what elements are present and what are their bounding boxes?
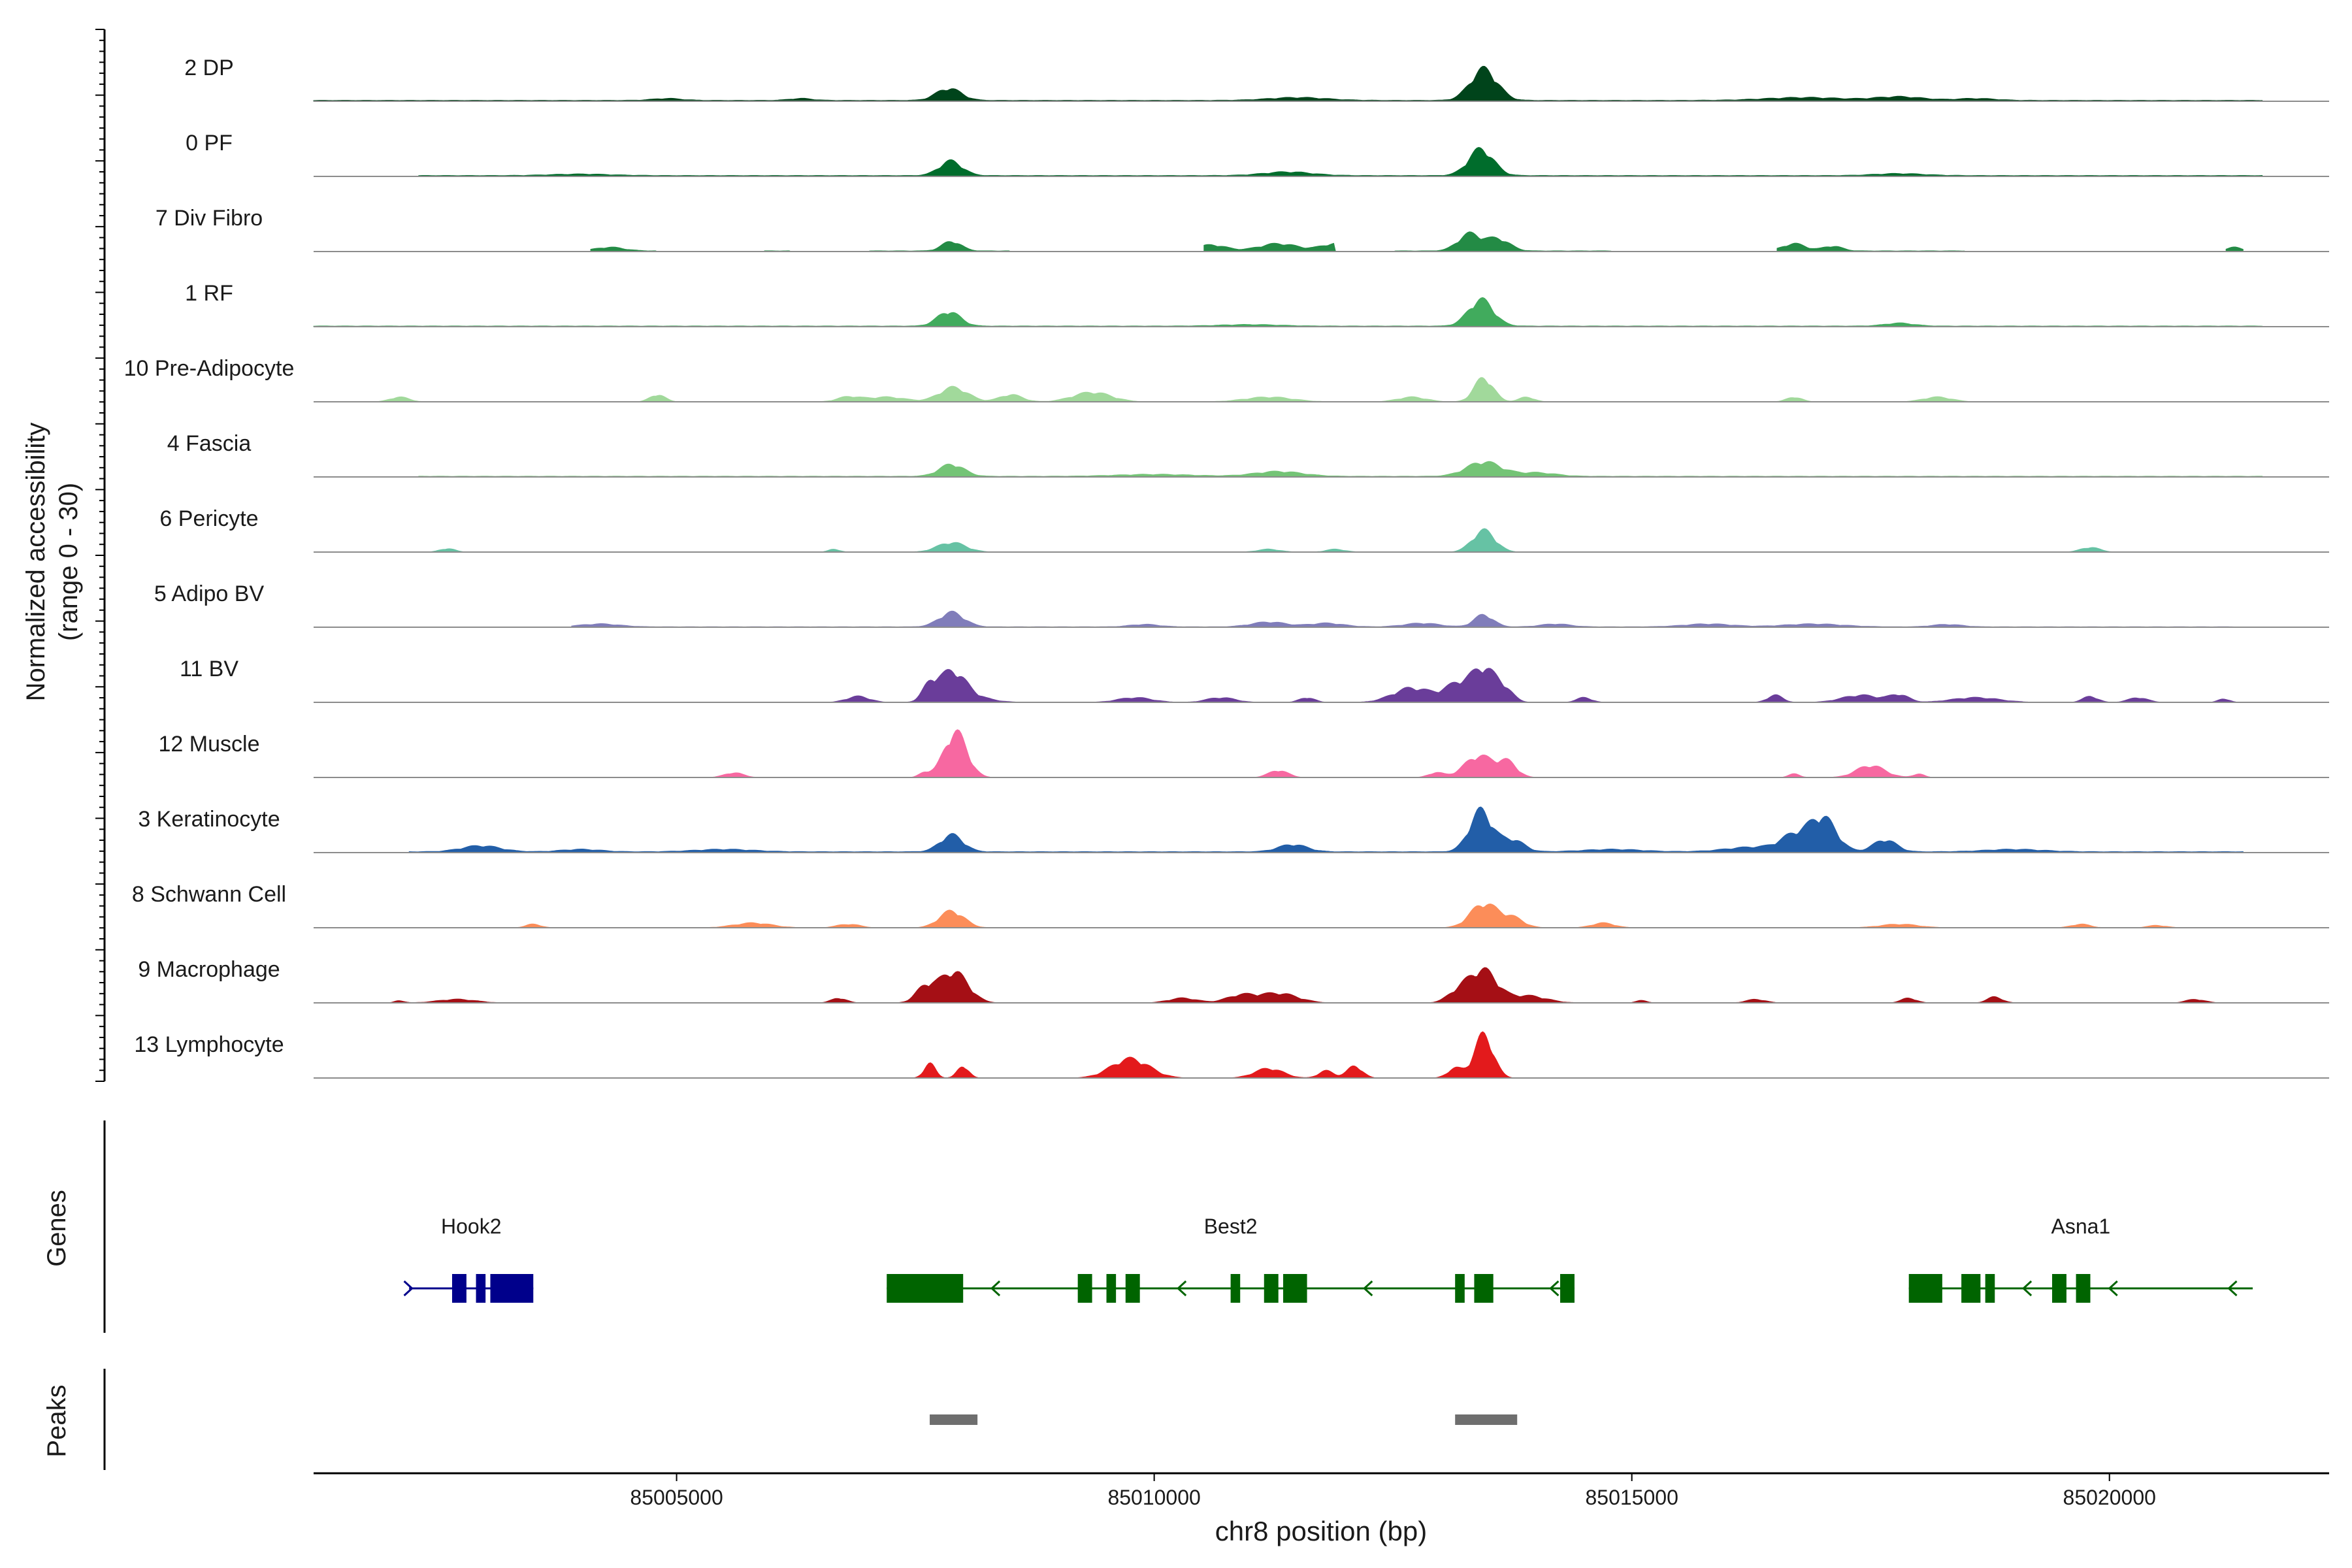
track-label: 5 Adipo BV xyxy=(154,581,265,606)
peak-region xyxy=(930,1414,978,1425)
track-label: 13 Lymphocyte xyxy=(134,1032,284,1057)
gene-exon xyxy=(887,1274,964,1303)
track-8-schwann-cell: 8 Schwann Cell xyxy=(132,882,2329,928)
track-label: 9 Macrophage xyxy=(138,957,280,982)
coverage-area xyxy=(313,297,2263,327)
gene-strand-arrow xyxy=(1549,1280,1560,1297)
x-axis-tick-label: 85015000 xyxy=(1585,1486,1678,1509)
peaks-panel-title: Peaks xyxy=(42,1384,71,1457)
coverage-area xyxy=(378,377,1972,402)
gene-exon xyxy=(476,1274,486,1303)
track-5-adipo-bv: 5 Adipo BV xyxy=(154,581,2329,628)
gene-exon xyxy=(1106,1274,1117,1303)
track-label: 8 Schwann Cell xyxy=(132,882,286,907)
track-label: 6 Pericyte xyxy=(159,506,258,531)
gene-exon xyxy=(1560,1274,1575,1303)
track-11-bv: 11 BV xyxy=(180,657,2329,703)
track-2-dp: 2 DP xyxy=(184,56,2329,102)
x-axis: 85005000 85010000 85015000 85020000 xyxy=(314,1472,2329,1509)
track-4-fascia: 4 Fascia xyxy=(167,431,2329,478)
gene-name: Hook2 xyxy=(441,1215,502,1238)
coverage-area xyxy=(831,668,2238,703)
track-6-pericyte: 6 Pericyte xyxy=(159,506,2329,553)
coverage-area xyxy=(313,65,2263,102)
track-label: 10 Pre-Adipocyte xyxy=(124,356,295,381)
gene-strand-arrow xyxy=(990,1280,1001,1297)
track-label: 12 Muscle xyxy=(159,732,260,757)
coverage-area xyxy=(571,610,2234,628)
gene-name: Asna1 xyxy=(2051,1215,2110,1238)
gene-exon xyxy=(490,1274,534,1303)
coverage-y-axis xyxy=(95,29,106,1082)
gene-exon xyxy=(1961,1274,1981,1303)
gene-strand-arrow xyxy=(2021,1280,2033,1297)
gene-strand-arrow xyxy=(403,1280,414,1297)
gene-strand-arrow xyxy=(2227,1280,2238,1297)
gene-asna1: Asna1 xyxy=(1908,1215,2253,1303)
gene-strand-arrow xyxy=(1363,1280,1373,1297)
gene-exon xyxy=(2051,1274,2066,1303)
y-axis-title-line1: Normalized accessibility xyxy=(22,423,50,702)
coverage-area xyxy=(913,1031,1516,1079)
coverage-area xyxy=(712,729,1932,778)
gene-exon xyxy=(1908,1274,1942,1303)
coverage-area xyxy=(517,903,2179,928)
x-axis-title: chr8 position (bp) xyxy=(1215,1516,1428,1546)
track-1-rf: 1 RF xyxy=(185,281,2329,327)
track-label: 4 Fascia xyxy=(167,431,252,456)
coverage-area xyxy=(590,231,2244,252)
peaks-panel xyxy=(103,1369,1518,1470)
gene-exon xyxy=(1283,1274,1307,1303)
genes-panel-title: Genes xyxy=(42,1190,71,1267)
gene-exon xyxy=(2076,1274,2091,1303)
gene-best2: Best2 xyxy=(887,1215,1575,1303)
coverage-area xyxy=(418,461,2263,478)
track-7-div-fibro: 7 Div Fibro xyxy=(155,206,2329,252)
coverage-area xyxy=(418,146,2263,177)
gene-exon xyxy=(1077,1274,1092,1303)
coverage-area xyxy=(430,528,2114,553)
gene-exon xyxy=(1985,1274,1995,1303)
track-label: 1 RF xyxy=(185,281,233,306)
track-9-macrophage: 9 Macrophage xyxy=(138,957,2329,1004)
track-label: 11 BV xyxy=(180,657,238,681)
track-0-pf: 0 PF xyxy=(186,131,2329,177)
coverage-tracks: 2 DP 0 PF 7 Div Fibro 1 RF 10 Pre-Adipocyte 4… xyxy=(124,56,2329,1079)
track-13-lymphocyte: 13 Lymphocyte xyxy=(134,1031,2329,1079)
track-12-muscle: 12 Muscle xyxy=(159,729,2329,778)
gene-name: Best2 xyxy=(1204,1215,1258,1238)
gene-exon xyxy=(1455,1274,1465,1303)
gene-annotation-panel: Hook2 Best2 Asna1 xyxy=(103,1120,2253,1333)
coverage-area xyxy=(408,806,2244,853)
track-label: 0 PF xyxy=(186,131,233,155)
x-axis-tick-label: 85010000 xyxy=(1107,1486,1200,1509)
y-axis-title-line2: (range 0 - 30) xyxy=(54,483,83,641)
track-label: 7 Div Fibro xyxy=(155,206,263,231)
gene-exon xyxy=(1125,1274,1140,1303)
gene-exon xyxy=(1264,1274,1279,1303)
gene-exon xyxy=(1230,1274,1241,1303)
gene-strand-arrow xyxy=(2108,1280,2118,1297)
track-label: 3 Keratinocyte xyxy=(138,807,280,832)
gene-exon xyxy=(1474,1274,1494,1303)
x-axis-tick-label: 85020000 xyxy=(2063,1486,2156,1509)
track-label: 2 DP xyxy=(184,56,234,80)
track-10-pre-adipocyte: 10 Pre-Adipocyte xyxy=(124,356,2329,402)
gene-exon xyxy=(452,1274,466,1303)
gene-strand-arrow xyxy=(1176,1280,1187,1297)
peak-region xyxy=(1455,1414,1518,1425)
x-axis-tick-label: 85005000 xyxy=(630,1486,723,1509)
coverage-area xyxy=(389,967,2219,1004)
gene-hook2: Hook2 xyxy=(403,1215,534,1303)
track-3-keratinocyte: 3 Keratinocyte xyxy=(138,806,2329,853)
